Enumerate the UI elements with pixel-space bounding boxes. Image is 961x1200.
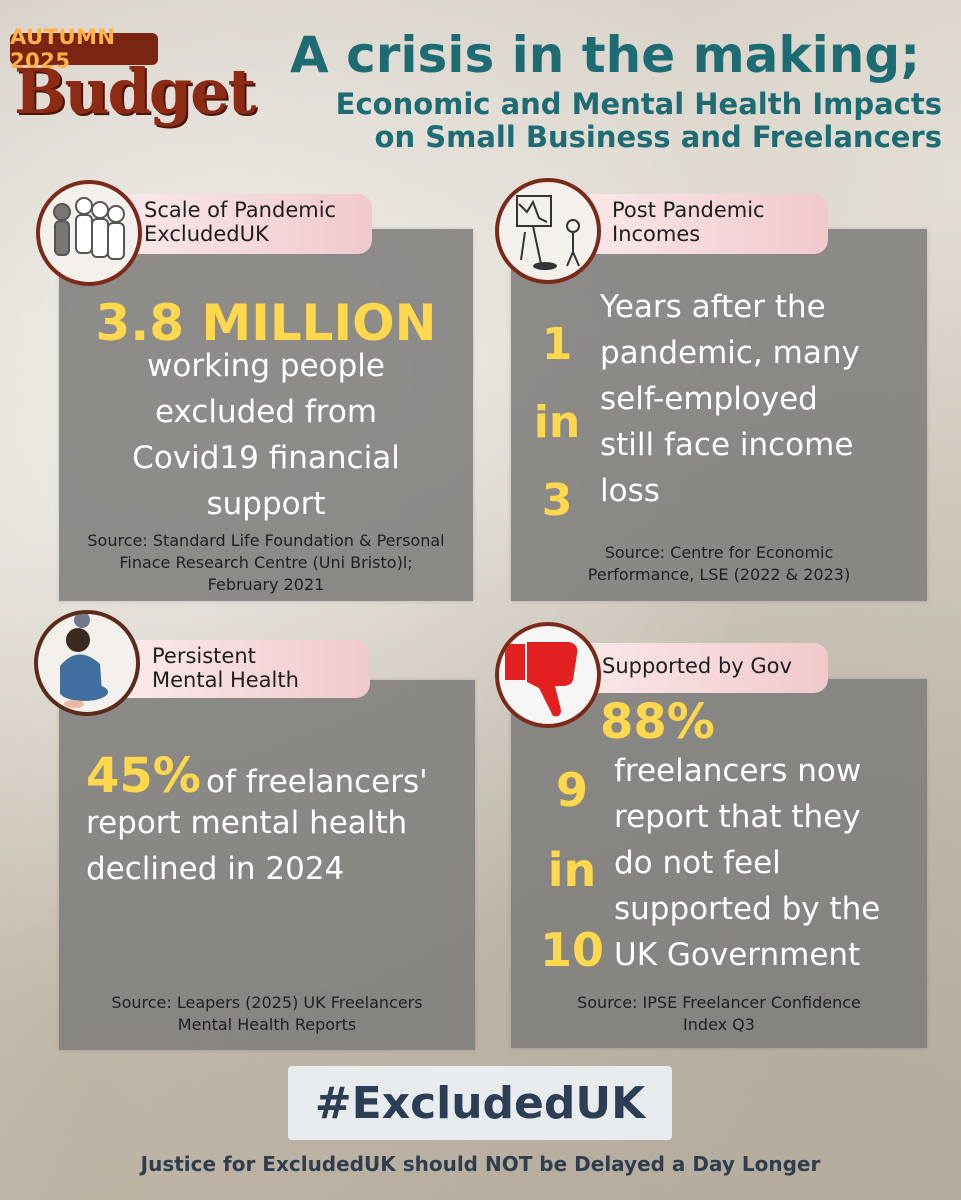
card-pandemic-scale-highlight: 3.8 MILLION <box>95 294 437 352</box>
card-mental-health-highlight: 45% <box>86 748 201 804</box>
source-line: Source: IPSE Freelancer Confidence <box>577 993 861 1012</box>
card-gov-support-ratio: 9 in 10 <box>530 750 614 990</box>
source-line: Index Q3 <box>683 1015 755 1034</box>
card-gov-support-source: Source: IPSE Freelancer Confidence Index… <box>511 992 927 1036</box>
logo-tag: AUTUMN 2025 <box>10 25 158 73</box>
card-gov-support-highlight: 88% <box>600 694 715 750</box>
card-mental-health-tag: Persistent Mental Health <box>124 640 370 698</box>
body-line: report that they <box>614 799 861 835</box>
ratio-part: 1 <box>541 319 573 370</box>
body-line: declined in 2024 <box>86 851 345 887</box>
source-line: February 2021 <box>207 575 325 594</box>
card-post-pandemic-incomes <box>511 229 927 601</box>
card-mental-health-first-text: of freelancers' <box>205 764 428 800</box>
footer-slogan: Justice for ExcludedUK should NOT be Del… <box>140 1152 821 1176</box>
card-mental-health-source: Source: Leapers (2025) UK Freelancers Me… <box>59 992 475 1036</box>
card-pandemic-scale-tag: Scale of Pandemic ExcludedUK <box>120 194 372 254</box>
card-pandemic-scale-source: Source: Standard Life Foundation & Perso… <box>59 530 473 596</box>
body-line: UK Government <box>614 937 861 973</box>
card-post-pandemic-ratio: 1 in 3 <box>522 306 592 540</box>
body-line: supported by the <box>614 891 881 927</box>
tag-line: Mental Health <box>152 668 299 692</box>
ratio-part: 9 <box>555 763 588 817</box>
card-pandemic-scale-body: working people excluded from Covid19 fin… <box>59 343 473 527</box>
subtitle-line: on Small Business and Freelancers <box>374 120 942 154</box>
body-line: self-employed <box>600 381 818 417</box>
tag-line: Scale of Pandemic <box>144 198 337 222</box>
body-line: still face income <box>600 427 854 463</box>
body-line: support <box>206 486 326 522</box>
card-gov-support <box>511 679 927 1048</box>
page-subtitle: Economic and Mental Health Impacts on Sm… <box>282 88 942 154</box>
thumbs-down-icon <box>495 622 601 728</box>
body-line: pandemic, many <box>600 335 860 371</box>
ratio-part: in <box>547 843 597 897</box>
tag-line: ExcludedUK <box>144 222 269 246</box>
body-line: do not feel <box>614 845 781 881</box>
card-mental-health-first-line: 45% of freelancers' <box>86 748 466 804</box>
card-mental-health <box>59 680 475 1050</box>
body-line: report mental health <box>86 805 408 841</box>
card-post-pandemic-body: Years after the pandemic, many self-empl… <box>600 284 925 514</box>
source-line: Source: Standard Life Foundation & Perso… <box>87 531 445 550</box>
logo-wordmark: Budget <box>14 55 256 128</box>
tag-line: Incomes <box>612 222 701 246</box>
card-gov-support-body: freelancers now report that they do not … <box>614 748 926 978</box>
body-line: Covid19 financial <box>132 440 400 476</box>
people-group-icon <box>36 180 142 286</box>
body-line: Years after the <box>600 289 826 325</box>
source-line: Mental Health Reports <box>177 1015 357 1034</box>
body-line: freelancers now <box>614 753 862 789</box>
source-line: Finace Research Centre (Uni Bristo)l; <box>119 553 413 572</box>
tag-line: Supported by Gov <box>602 654 792 678</box>
card-post-pandemic-incomes-tag: Post Pandemic Incomes <box>572 194 828 254</box>
body-line: working people <box>147 348 385 384</box>
ratio-part: 3 <box>541 475 573 526</box>
falling-chart-icon <box>495 178 601 284</box>
body-line: loss <box>600 473 660 509</box>
card-gov-support-tag: Supported by Gov <box>570 643 828 693</box>
source-line: Source: Leapers (2025) UK Freelancers <box>111 993 423 1012</box>
card-post-pandemic-source: Source: Centre for Economic Performance,… <box>511 542 927 586</box>
hashtag-badge: #ExcludedUK <box>288 1066 672 1140</box>
subtitle-line: Economic and Mental Health Impacts <box>335 87 942 121</box>
source-line: Performance, LSE (2022 & 2023) <box>587 565 851 584</box>
page-title: A crisis in the making; <box>290 26 921 84</box>
ratio-part: in <box>533 397 581 448</box>
card-pandemic-scale <box>59 229 473 601</box>
tag-line: Persistent <box>152 644 256 668</box>
source-line: Source: Centre for Economic <box>604 543 834 562</box>
sad-person-icon <box>34 610 140 716</box>
tag-line: Post Pandemic <box>612 198 765 222</box>
body-line: excluded from <box>154 394 378 430</box>
ratio-part: 10 <box>539 923 604 977</box>
card-mental-health-body: report mental health declined in 2024 <box>86 800 466 892</box>
